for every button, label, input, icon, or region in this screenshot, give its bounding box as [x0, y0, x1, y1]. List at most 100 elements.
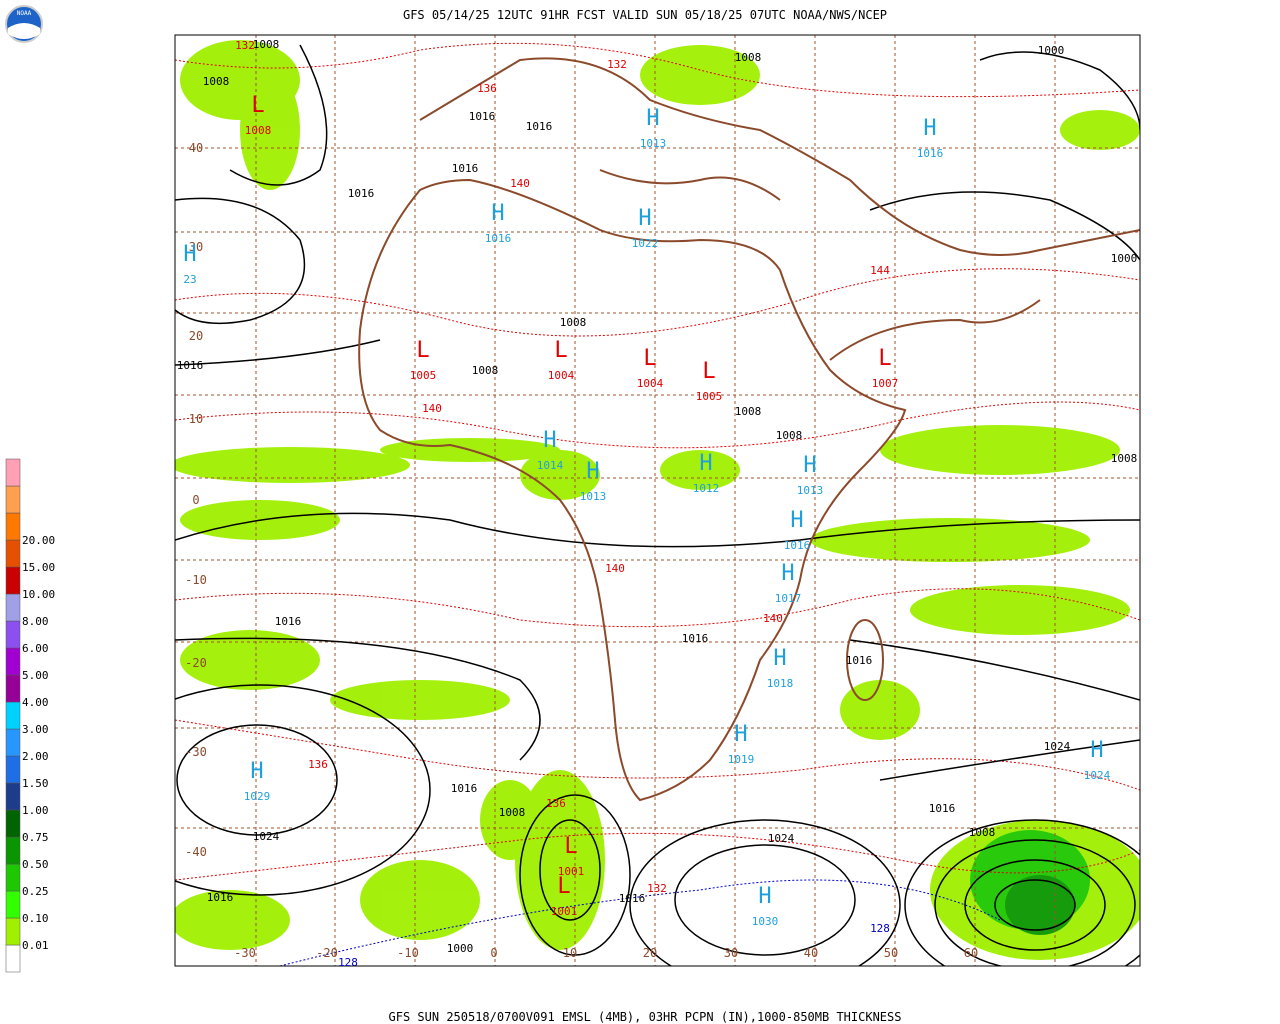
lat-label: 10 — [189, 412, 203, 426]
legend-swatch — [5, 836, 21, 865]
center-symbol: H — [543, 428, 556, 453]
center-value: 1013 — [797, 484, 824, 497]
center-value: 1005 — [410, 369, 437, 382]
lon-label: -20 — [316, 946, 338, 960]
isobar-label: 1016 — [682, 632, 709, 645]
center-symbol: H — [183, 242, 196, 267]
center-symbol: L — [702, 359, 715, 384]
lat-label: -10 — [185, 573, 207, 587]
isobar-label: 1008 — [735, 405, 762, 418]
thickness-label: 132 — [607, 58, 627, 71]
isobar-label: 1016 — [929, 802, 956, 815]
isobar-label: 1016 — [526, 120, 553, 133]
isobar-label: 1008 — [969, 826, 996, 839]
lat-label: 0 — [192, 493, 199, 507]
center-value: 1030 — [752, 915, 779, 928]
center-value: 1019 — [728, 753, 755, 766]
center-value: 1001 — [551, 905, 578, 918]
thickness-label: 144 — [870, 264, 890, 277]
center-symbol: H — [773, 646, 786, 671]
lon-label: 20 — [643, 946, 657, 960]
center-value: 1016 — [485, 232, 512, 245]
isobar-label: 1016 — [451, 782, 478, 795]
thickness-label: 140 — [422, 402, 442, 415]
thickness-label: 140 — [510, 177, 530, 190]
center-value: 1016 — [784, 539, 811, 552]
lon-label: 60 — [964, 946, 978, 960]
legend-label: 0.75 — [22, 831, 49, 844]
center-symbol: L — [564, 834, 577, 859]
legend-swatch — [5, 458, 21, 487]
isobar-label: 1016 — [177, 359, 204, 372]
center-value: 1004 — [637, 377, 664, 390]
isobar-label: 1024 — [768, 832, 795, 845]
map-area — [175, 35, 1140, 966]
lat-label: -30 — [185, 745, 207, 759]
legend-swatch — [5, 593, 21, 622]
center-value: 1005 — [696, 390, 723, 403]
lon-label: 0 — [490, 946, 497, 960]
center-value: 1008 — [245, 124, 272, 137]
center-symbol: H — [790, 508, 803, 533]
center-value: 1017 — [775, 592, 802, 605]
legend-label: 10.00 — [22, 588, 55, 601]
thickness-label: 136 — [477, 82, 497, 95]
lat-label: -40 — [185, 845, 207, 859]
center-symbol: H — [803, 453, 816, 478]
map-frame — [174, 34, 1141, 967]
isobar-label: 1000 — [447, 942, 474, 955]
center-value: 1004 — [548, 369, 575, 382]
isobar-label: 1008 — [560, 316, 587, 329]
center-symbol: L — [557, 874, 570, 899]
legend-label: 15.00 — [22, 561, 55, 574]
legend-label: 1.00 — [22, 804, 49, 817]
logo-wave — [8, 23, 40, 39]
center-value: 1012 — [693, 482, 720, 495]
map-footer: GFS SUN 250518/0700V091 EMSL (4MB), 03HR… — [389, 1010, 902, 1024]
legend-swatch — [5, 944, 21, 973]
legend-swatch — [5, 566, 21, 595]
center-value: 1014 — [537, 459, 564, 472]
legend-swatch — [5, 647, 21, 676]
labels: 40 30 20 10 0 -10 -20 -30 -40 -30 -20 -10 0 10 20 30 40 5… — [177, 38, 1138, 969]
legend-label: 0.25 — [22, 885, 49, 898]
center-symbol: H — [646, 106, 659, 131]
isobar-label: 1016 — [452, 162, 479, 175]
thickness-label: 132 — [235, 39, 255, 52]
thickness-label: 140 — [605, 562, 625, 575]
isobar-label: 1008 — [253, 38, 280, 51]
legend-label: 4.00 — [22, 696, 49, 709]
legend-label: 5.00 — [22, 669, 49, 682]
center-symbol: H — [734, 722, 747, 747]
lon-label: -30 — [234, 946, 256, 960]
thickness-label: 136 — [546, 797, 566, 810]
isobar-label: 1024 — [253, 830, 280, 843]
center-value: 1022 — [632, 237, 659, 250]
thickness-label: 140 — [763, 612, 783, 625]
isobar-label: 1008 — [472, 364, 499, 377]
center-symbol: L — [416, 338, 429, 363]
lat-label: 40 — [189, 141, 203, 155]
center-symbol: L — [878, 346, 891, 371]
map-title: GFS 05/14/25 12UTC 91HR FCST VALID SUN 0… — [403, 8, 887, 22]
center-symbol: H — [586, 459, 599, 484]
lon-label: 50 — [884, 946, 898, 960]
legend-swatch — [5, 809, 21, 838]
legend-label: 0.10 — [22, 912, 49, 925]
isobars — [175, 44, 1140, 966]
isobar-label: 1008 — [776, 429, 803, 442]
lat-label: 20 — [189, 329, 203, 343]
legend-swatch — [5, 755, 21, 784]
center-value: 1018 — [767, 677, 794, 690]
center-symbol: H — [1090, 738, 1103, 763]
isobar-label: 1016 — [469, 110, 496, 123]
isobar-label: 1024 — [1044, 740, 1071, 753]
center-value: 1013 — [640, 137, 667, 150]
lon-label: 10 — [563, 946, 577, 960]
grid — [175, 35, 1140, 966]
center-symbol: L — [554, 338, 567, 363]
legend-label: 2.00 — [22, 750, 49, 763]
isobar-label: 1016 — [275, 615, 302, 628]
legend-label: 0.50 — [22, 858, 49, 871]
